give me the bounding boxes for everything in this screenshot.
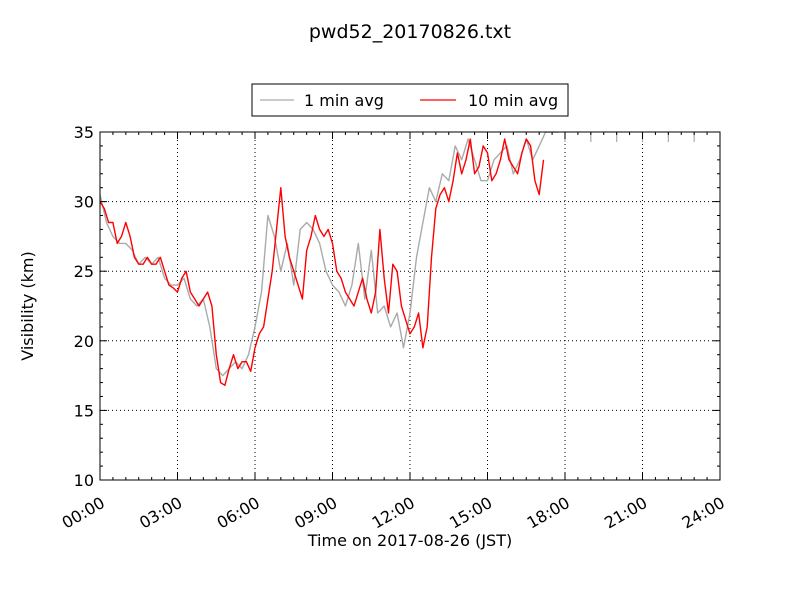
legend: 1 min avg 10 min avg xyxy=(251,83,569,117)
series-1-min-avg xyxy=(100,132,559,377)
legend-label-10-min-avg: 10 min avg xyxy=(468,91,558,110)
legend-box xyxy=(251,83,569,117)
y-axis-tick-labels: 10 15 20 25 30 35 xyxy=(74,123,94,490)
plot-background xyxy=(100,132,720,480)
axis-ticks xyxy=(99,131,721,481)
y-tick-label: 10 xyxy=(74,471,94,490)
y-tick-label: 20 xyxy=(74,332,94,351)
y-tick-label: 35 xyxy=(74,123,94,142)
y-tick-label: 25 xyxy=(74,262,94,281)
legend-label-1-min-avg: 1 min avg xyxy=(304,91,384,110)
series-10-min-avg-line xyxy=(100,138,545,386)
chart-title: pwd52_20170826.txt xyxy=(309,21,511,43)
y-tick-label: 30 xyxy=(74,193,94,212)
series-10-min-avg xyxy=(100,138,545,386)
y-axis-title: Visibility (km) xyxy=(18,251,37,360)
series-1-min-avg-line xyxy=(100,132,559,377)
x-axis-title: Time on 2017-08-26 (JST) xyxy=(307,531,512,550)
y-tick-label: 15 xyxy=(74,401,94,420)
plot-area xyxy=(99,131,721,481)
grid xyxy=(100,132,720,480)
